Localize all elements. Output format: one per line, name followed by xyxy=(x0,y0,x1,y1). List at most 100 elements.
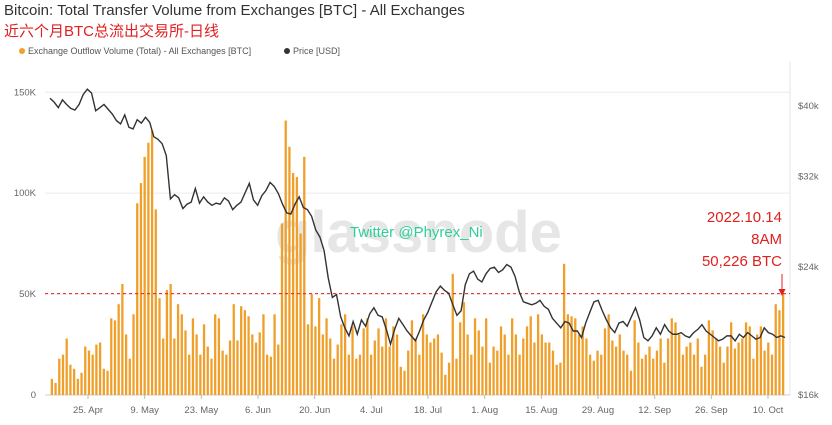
bar xyxy=(288,146,291,395)
x-tick-label: 18. Jul xyxy=(414,405,442,416)
y-right-tick-label: $40k xyxy=(798,101,819,112)
bar xyxy=(715,338,718,395)
bar xyxy=(295,177,299,395)
bar xyxy=(329,338,332,395)
bar xyxy=(559,362,562,395)
bar xyxy=(284,120,287,395)
bar xyxy=(355,358,358,395)
bar xyxy=(455,358,458,395)
legend-label-outflow[interactable]: Exchange Outflow Volume (Total) - All Ex… xyxy=(28,46,251,56)
bar xyxy=(314,326,317,395)
x-tick-label: 4. Jul xyxy=(360,405,383,416)
bar xyxy=(611,340,614,395)
x-tick-label: 9. May xyxy=(130,405,159,416)
bar xyxy=(180,314,183,395)
bar xyxy=(210,358,213,395)
bar xyxy=(618,334,621,395)
bar xyxy=(240,306,243,395)
bar xyxy=(444,374,447,395)
bar xyxy=(87,350,91,395)
bar xyxy=(570,316,573,395)
bar xyxy=(388,346,391,395)
bar xyxy=(266,354,269,395)
bar xyxy=(652,358,655,395)
bar xyxy=(80,372,83,395)
x-tick-label: 15. Aug xyxy=(525,405,557,416)
bar xyxy=(666,338,670,395)
x-tick-label: 12. Sep xyxy=(638,405,671,416)
bar xyxy=(689,342,692,395)
bar xyxy=(407,350,410,395)
bar xyxy=(648,346,651,395)
bar xyxy=(614,346,618,395)
bar xyxy=(462,302,466,395)
bar xyxy=(592,360,595,395)
bar xyxy=(588,354,592,395)
bar xyxy=(321,334,324,395)
bar xyxy=(447,362,451,395)
bar xyxy=(325,318,328,395)
bar xyxy=(685,346,688,395)
bar xyxy=(429,342,432,395)
annotation: 2022.10.14 8AM 50,226 BTC xyxy=(702,209,786,296)
bar xyxy=(258,332,261,395)
bar xyxy=(473,318,477,395)
bar xyxy=(678,334,681,395)
bar xyxy=(696,338,699,395)
bar xyxy=(756,334,759,395)
bar xyxy=(377,328,380,395)
bar xyxy=(499,326,503,395)
bar xyxy=(269,356,273,395)
bar xyxy=(217,318,221,395)
bar xyxy=(659,338,662,395)
bar xyxy=(600,354,603,395)
bar xyxy=(603,328,607,395)
bar xyxy=(236,340,239,395)
y-right-tick-label: $16k xyxy=(798,390,819,401)
bar xyxy=(351,326,354,395)
bar xyxy=(403,370,406,395)
bar xyxy=(436,334,440,395)
y-left-tick-label: 0 xyxy=(31,390,36,401)
bar xyxy=(225,354,228,395)
bar xyxy=(228,340,232,395)
bar xyxy=(548,342,551,395)
bar xyxy=(726,346,729,395)
bar xyxy=(206,346,209,395)
bar xyxy=(147,142,150,395)
bar xyxy=(485,318,488,395)
bar xyxy=(767,342,770,395)
bar xyxy=(373,340,376,395)
bar xyxy=(629,370,633,395)
bar xyxy=(733,348,737,395)
chart-title: Bitcoin: Total Transfer Volume from Exch… xyxy=(4,2,465,19)
bar xyxy=(65,338,68,395)
bar xyxy=(124,334,128,395)
bar xyxy=(362,328,365,395)
annotation-arrow-head xyxy=(778,289,786,296)
bar xyxy=(336,344,339,395)
bar xyxy=(50,378,54,395)
bar xyxy=(488,362,492,395)
bar xyxy=(150,130,154,395)
bar xyxy=(574,318,577,395)
bar xyxy=(481,346,484,395)
bar xyxy=(770,354,774,395)
bar xyxy=(332,358,336,395)
legend-label-price[interactable]: Price [USD] xyxy=(293,46,340,56)
bar xyxy=(98,342,102,395)
x-tick-label: 25. Apr xyxy=(73,405,103,416)
legend-marker-price xyxy=(284,48,290,54)
annotation-date: 2022.10.14 xyxy=(707,209,782,226)
bar xyxy=(741,338,744,395)
bar xyxy=(418,354,421,395)
x-tick-label: 26. Sep xyxy=(695,405,728,416)
y-axis-right: $16k $24k $32k $40k xyxy=(798,101,819,401)
bar xyxy=(340,324,343,395)
bar xyxy=(433,338,436,395)
bar xyxy=(700,366,703,395)
x-tick-label: 10. Oct xyxy=(753,405,784,416)
bar xyxy=(310,294,313,395)
bar xyxy=(384,318,388,395)
bar xyxy=(132,314,135,395)
